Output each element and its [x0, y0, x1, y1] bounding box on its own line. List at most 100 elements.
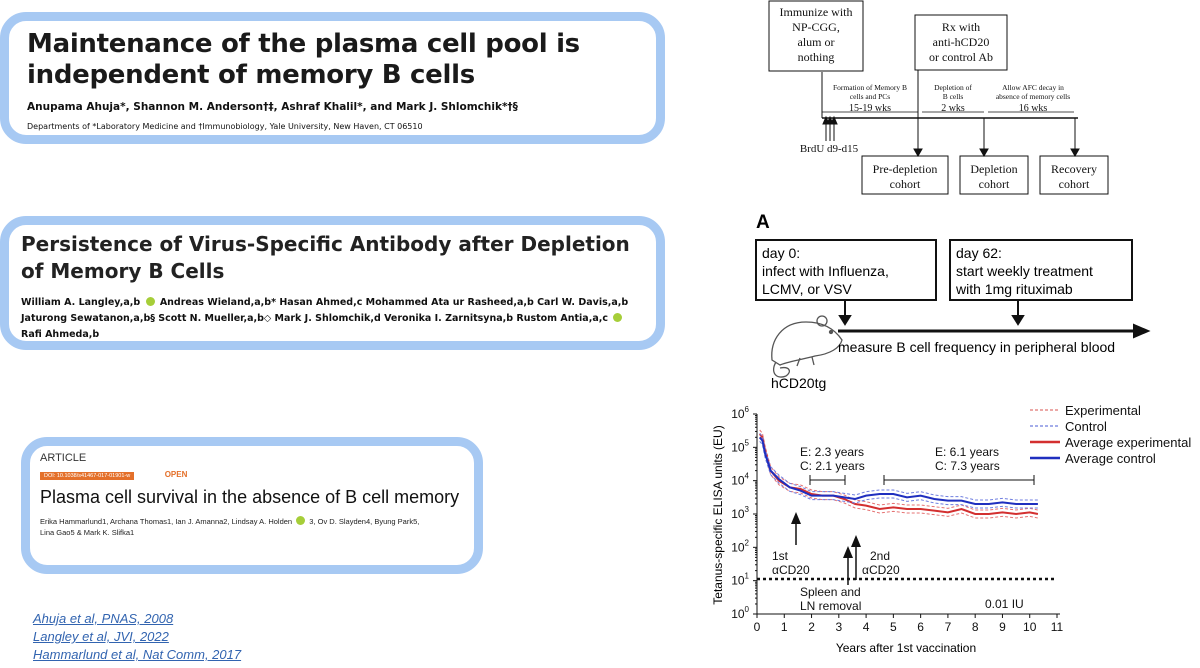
day0-line: day 0: [762, 245, 800, 261]
day0-line: LCMV, or VSV [762, 281, 852, 297]
day62-line: start weekly treatment [956, 263, 1093, 279]
paper-card-hammarlund: ARTICLE DOI: 10.1038/s41467-017-01901-w … [21, 437, 483, 574]
authors-text: Erika Hammarlund1, Archana Thomas1, Ian … [40, 517, 293, 526]
day62-line: day 62: [956, 245, 1002, 261]
cohort-box [1039, 155, 1109, 195]
surgery-label: Spleen and [800, 585, 861, 599]
treatment-label: 2nd [870, 549, 890, 563]
day62-box [949, 239, 1133, 301]
x-tick-label: 1 [781, 620, 788, 634]
treatment-label: 1st [772, 549, 789, 563]
authors-text: Jaturong Sewatanon,a,b§ Scott N. Mueller… [21, 313, 608, 324]
paper-authors: Erika Hammarlund1, Archana Thomas1, Ian … [40, 516, 464, 538]
x-tick-label: 3 [835, 620, 842, 634]
day0-arrowhead [838, 315, 852, 326]
x-tick-label: 2 [808, 620, 815, 634]
x-tick-label: 11 [1051, 620, 1064, 634]
cohort-label: Recovery [1051, 162, 1097, 176]
paper-card-ahuja: Maintenance of the plasma cell pool is i… [0, 12, 665, 144]
half-life-annotation: E: 2.3 years [800, 445, 864, 459]
authors-text: Rafi Ahmeda,b [21, 329, 100, 340]
phase-label: cells and PCs [850, 92, 890, 101]
x-tick-label: 8 [972, 620, 979, 634]
orcid-icon [296, 516, 306, 525]
doi-badge: DOI: 10.1038/s41467-017-01901-w [40, 472, 135, 480]
authors-text: William A. Langley,a,b [21, 297, 141, 308]
orcid-icon [145, 297, 155, 306]
y-tick-label: 106 [731, 405, 749, 421]
y-tick-label: 101 [731, 572, 749, 588]
x-tick-label: 0 [754, 620, 761, 634]
phase-label: absence of memory cells [996, 92, 1070, 101]
mouse-label: hCD20tg [771, 375, 826, 391]
phase-duration: 16 wks [1019, 103, 1048, 114]
half-life-annotation: C: 2.1 years [800, 459, 865, 473]
cohort-label: cohort [979, 177, 1010, 191]
immunize-line: Immunize with [780, 5, 853, 19]
panel-label: A [756, 212, 770, 233]
legend-label: Control [1065, 419, 1107, 434]
individual-series-line [759, 429, 1039, 511]
x-tick-label: 6 [917, 620, 924, 634]
immunize-line: nothing [798, 50, 835, 64]
x-tick-label: 7 [945, 620, 952, 634]
immunize-box [768, 0, 864, 72]
paper-title: Maintenance of the plasma cell pool is i… [27, 29, 580, 90]
y-tick-label: 103 [731, 505, 749, 521]
reference-link[interactable]: Hammarlund et al, Nat Comm, 2017 [33, 647, 242, 662]
legend-label: Average experimental [1065, 435, 1191, 450]
phase-label: B cells [943, 92, 964, 101]
cohort-box [861, 155, 949, 195]
rx-line: Rx with [942, 20, 980, 34]
immunize-line: alum or [798, 35, 835, 49]
time-arrowhead [1133, 323, 1151, 339]
open-access-label: OPEN [164, 470, 188, 479]
paper-title: Plasma cell survival in the absence of B… [40, 487, 460, 507]
individual-series-line [759, 441, 1038, 509]
detection-limit-label: 0.01 IU [985, 597, 1024, 611]
reference-links: Ahuja et al, PNAS, 2008 Langley et al, J… [33, 610, 241, 664]
day0-line: infect with Influenza, [762, 263, 889, 279]
rx-box [914, 14, 1008, 71]
paper-authors: William A. Langley,a,b Andreas Wieland,a… [21, 295, 642, 343]
surgery-label: LN removal [800, 599, 861, 613]
legend-label: Average control [1065, 451, 1156, 466]
legend-label: Experimental [1065, 403, 1141, 418]
phase-label: Allow AFC decay in [1002, 83, 1064, 92]
phase-duration: 15-19 wks [849, 103, 891, 114]
average-series-line [758, 433, 1039, 516]
average-series-line [758, 436, 1038, 505]
individual-series-line [759, 437, 1039, 519]
treatment-arrowhead [851, 535, 861, 547]
cohort-label: cohort [890, 177, 921, 191]
reference-link[interactable]: Ahuja et al, PNAS, 2008 [33, 611, 174, 626]
reference-link[interactable]: Langley et al, JVI, 2022 [33, 629, 169, 644]
immunize-line: NP-CGG, [792, 20, 840, 34]
day62-line: with 1mg rituximab [955, 281, 1073, 297]
cohort-box [959, 155, 1029, 195]
rx-line: anti-hCD20 [933, 35, 990, 49]
measure-label: measure B cell frequency in peripheral b… [838, 339, 1115, 355]
y-tick-label: 100 [731, 605, 749, 621]
brdu-arrows [822, 115, 838, 141]
phase-label: Formation of Memory B [833, 83, 907, 92]
x-tick-label: 9 [999, 620, 1006, 634]
paper-affiliation: Departments of *Laboratory Medicine and … [27, 122, 423, 131]
individual-series-line [759, 433, 1038, 501]
x-axis-title: Years after 1st vaccination [836, 641, 976, 655]
brdu-label: BrdU d9-d15 [800, 143, 859, 155]
cohort-label: cohort [1059, 177, 1090, 191]
mouse-icon [771, 315, 843, 378]
cohort-label: Pre-depletion [873, 162, 938, 176]
paper-card-langley: Persistence of Virus-Specific Antibody a… [0, 216, 665, 350]
rx-line: or control Ab [929, 50, 993, 64]
x-tick-label: 10 [1023, 620, 1037, 634]
paper-title: Persistence of Virus-Specific Antibody a… [21, 232, 630, 283]
x-tick-label: 4 [863, 620, 870, 634]
authors-text: Lina Gao5 & Mark K. Slifka1 [40, 528, 135, 537]
y-tick-label: 102 [731, 538, 749, 554]
x-tick-label: 5 [890, 620, 897, 634]
article-label: ARTICLE [40, 452, 87, 464]
phase-duration: 2 wks [941, 103, 965, 114]
